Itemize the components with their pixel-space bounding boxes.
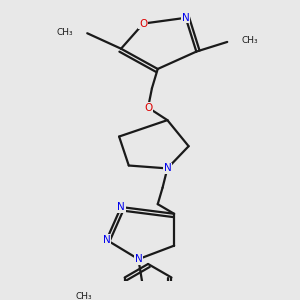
- Text: CH₃: CH₃: [56, 28, 73, 37]
- Text: O: O: [144, 103, 152, 112]
- Text: O: O: [139, 19, 147, 28]
- Text: N: N: [134, 254, 142, 264]
- Text: CH₃: CH₃: [242, 37, 258, 46]
- Text: N: N: [103, 235, 110, 245]
- Text: N: N: [182, 13, 190, 23]
- Text: N: N: [164, 164, 171, 173]
- Text: N: N: [117, 202, 125, 212]
- Text: CH₃: CH₃: [75, 292, 92, 300]
